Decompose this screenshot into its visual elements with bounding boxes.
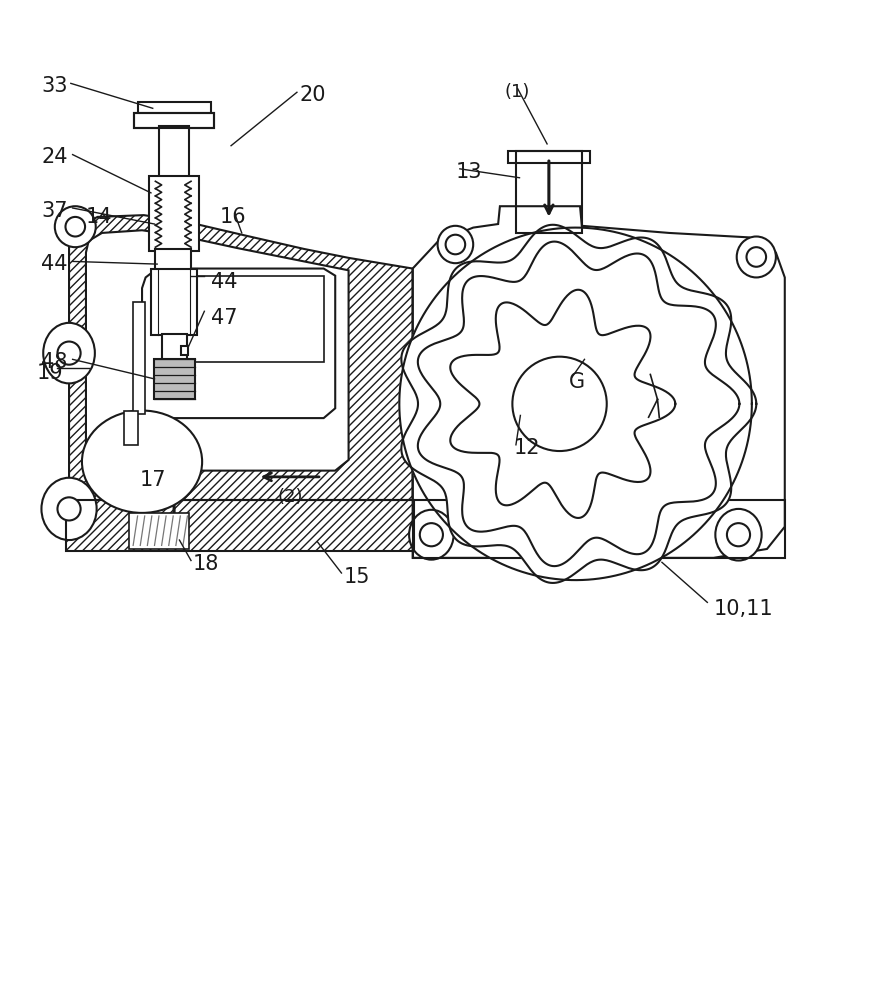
Text: 48: 48 xyxy=(41,352,68,372)
Text: (2): (2) xyxy=(278,488,303,506)
Text: 18: 18 xyxy=(193,554,219,574)
Text: 12: 12 xyxy=(513,438,539,458)
Bar xyxy=(124,411,138,445)
Text: 15: 15 xyxy=(344,567,371,587)
Text: 14: 14 xyxy=(86,207,113,227)
Bar xyxy=(516,151,582,233)
Polygon shape xyxy=(157,276,323,362)
Text: 13: 13 xyxy=(455,162,482,182)
Circle shape xyxy=(420,523,443,546)
Bar xyxy=(573,151,582,233)
Polygon shape xyxy=(86,230,348,471)
Bar xyxy=(134,113,214,128)
Bar xyxy=(413,500,785,558)
Bar xyxy=(129,513,189,549)
Bar xyxy=(508,151,589,163)
Circle shape xyxy=(57,497,80,520)
Polygon shape xyxy=(69,215,413,500)
Circle shape xyxy=(65,217,85,236)
Bar xyxy=(508,151,589,163)
Polygon shape xyxy=(450,290,675,518)
Ellipse shape xyxy=(82,411,202,513)
Text: 47: 47 xyxy=(211,308,237,328)
Bar xyxy=(151,269,197,335)
Ellipse shape xyxy=(41,478,96,540)
Bar xyxy=(149,176,199,251)
Circle shape xyxy=(747,247,766,267)
Bar xyxy=(159,126,189,178)
Bar xyxy=(144,113,172,128)
Text: 10,11: 10,11 xyxy=(714,599,773,619)
Circle shape xyxy=(446,235,465,254)
Ellipse shape xyxy=(43,323,95,383)
Bar xyxy=(162,334,187,361)
Text: 33: 33 xyxy=(41,76,68,96)
Ellipse shape xyxy=(737,236,776,277)
Circle shape xyxy=(57,342,80,365)
Circle shape xyxy=(727,523,750,546)
Polygon shape xyxy=(142,269,335,418)
Bar xyxy=(66,500,413,551)
Bar xyxy=(138,102,211,115)
Text: 20: 20 xyxy=(300,85,326,105)
Polygon shape xyxy=(418,242,739,566)
Ellipse shape xyxy=(409,510,454,560)
Ellipse shape xyxy=(438,226,473,263)
Bar xyxy=(134,113,214,128)
Bar xyxy=(66,500,413,551)
Text: 19: 19 xyxy=(37,363,63,383)
Bar xyxy=(133,302,145,414)
Text: 24: 24 xyxy=(41,147,68,167)
Circle shape xyxy=(513,357,606,451)
Text: 17: 17 xyxy=(139,470,166,490)
Bar xyxy=(154,359,195,399)
Text: (1): (1) xyxy=(505,83,530,101)
Text: 16: 16 xyxy=(220,207,246,227)
Bar xyxy=(516,151,525,233)
Text: 44: 44 xyxy=(211,272,237,292)
Bar xyxy=(181,346,188,355)
Bar xyxy=(129,513,189,549)
Text: 44: 44 xyxy=(41,254,68,274)
Polygon shape xyxy=(399,228,752,580)
Bar xyxy=(413,500,785,558)
Text: 37: 37 xyxy=(41,201,68,221)
Ellipse shape xyxy=(715,509,762,561)
Polygon shape xyxy=(401,225,756,583)
Text: G: G xyxy=(570,372,586,392)
Bar xyxy=(155,249,191,271)
Ellipse shape xyxy=(54,206,96,247)
